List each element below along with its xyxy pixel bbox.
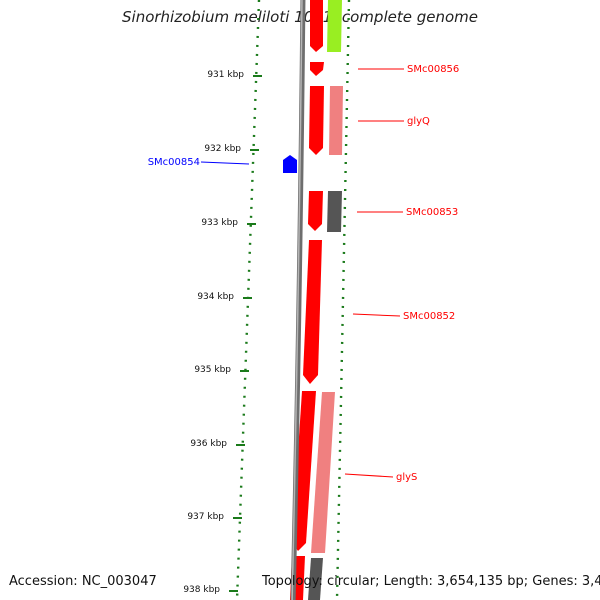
gene-arrow-glys [292,391,316,551]
left-dotted-guide [235,0,261,600]
gene-label-smc00853[interactable]: SMc00853 [406,207,458,218]
gene-label-smc00854[interactable]: SMc00854 [148,157,200,168]
ruler-tick-label: 933 kbp [201,218,238,228]
ruler-tick-label: 935 kbp [194,365,231,375]
genome-stats-text: Topology: circular; Length: 3,654,135 bp… [262,574,600,589]
gene-label-smc00856[interactable]: SMc00856 [407,64,459,75]
right-dotted-guide [335,0,351,600]
gene-label-glys[interactable]: glyS [396,472,417,483]
leader-line-smc00852 [352,313,401,317]
cds-block-glyq [329,86,343,155]
leader-line-smc00854 [200,161,250,165]
ruler: 931 kbp 932 kbp 933 kbp 934 kbp 935 kbp 936 k… [183,70,262,595]
cds-block-top [327,0,342,52]
gene-label-smc00852[interactable]: SMc00852 [403,311,455,322]
gene-labels: SMc00856 glyQ SMc00854 SMc00853 SMc00852 glyS [148,64,460,483]
ruler-tick-label: 934 kbp [197,292,234,302]
genome-backbone [290,0,306,600]
gene-arrow-smc00856 [310,62,324,76]
gene-arrow-top [310,0,323,52]
dotted-guides [235,0,351,600]
ruler-tick-label: 932 kbp [204,144,241,154]
gene-arrow-smc00853 [308,191,323,231]
ruler-tick-label: 937 kbp [187,512,224,522]
ruler-tick-label: 936 kbp [190,439,227,449]
ruler-tick-label: 931 kbp [207,70,244,80]
cds-block-glys [311,392,335,553]
cds-block-bottom [308,558,323,600]
gene-label-glyq[interactable]: glyQ [407,116,430,127]
genome-title: Sinorhizobium meliloti 1021, complete ge… [122,8,478,26]
gene-arrow-glyq [309,86,324,155]
ruler-tick-label: 938 kbp [183,585,220,595]
gene-arrow-smc00852 [303,240,322,384]
gene-arrow-smc00854 [283,155,297,173]
cds-block-smc00853 [327,191,342,232]
feature-track [283,0,343,600]
leader-line-glys [344,473,394,478]
accession-text: Accession: NC_003047 [9,574,157,589]
